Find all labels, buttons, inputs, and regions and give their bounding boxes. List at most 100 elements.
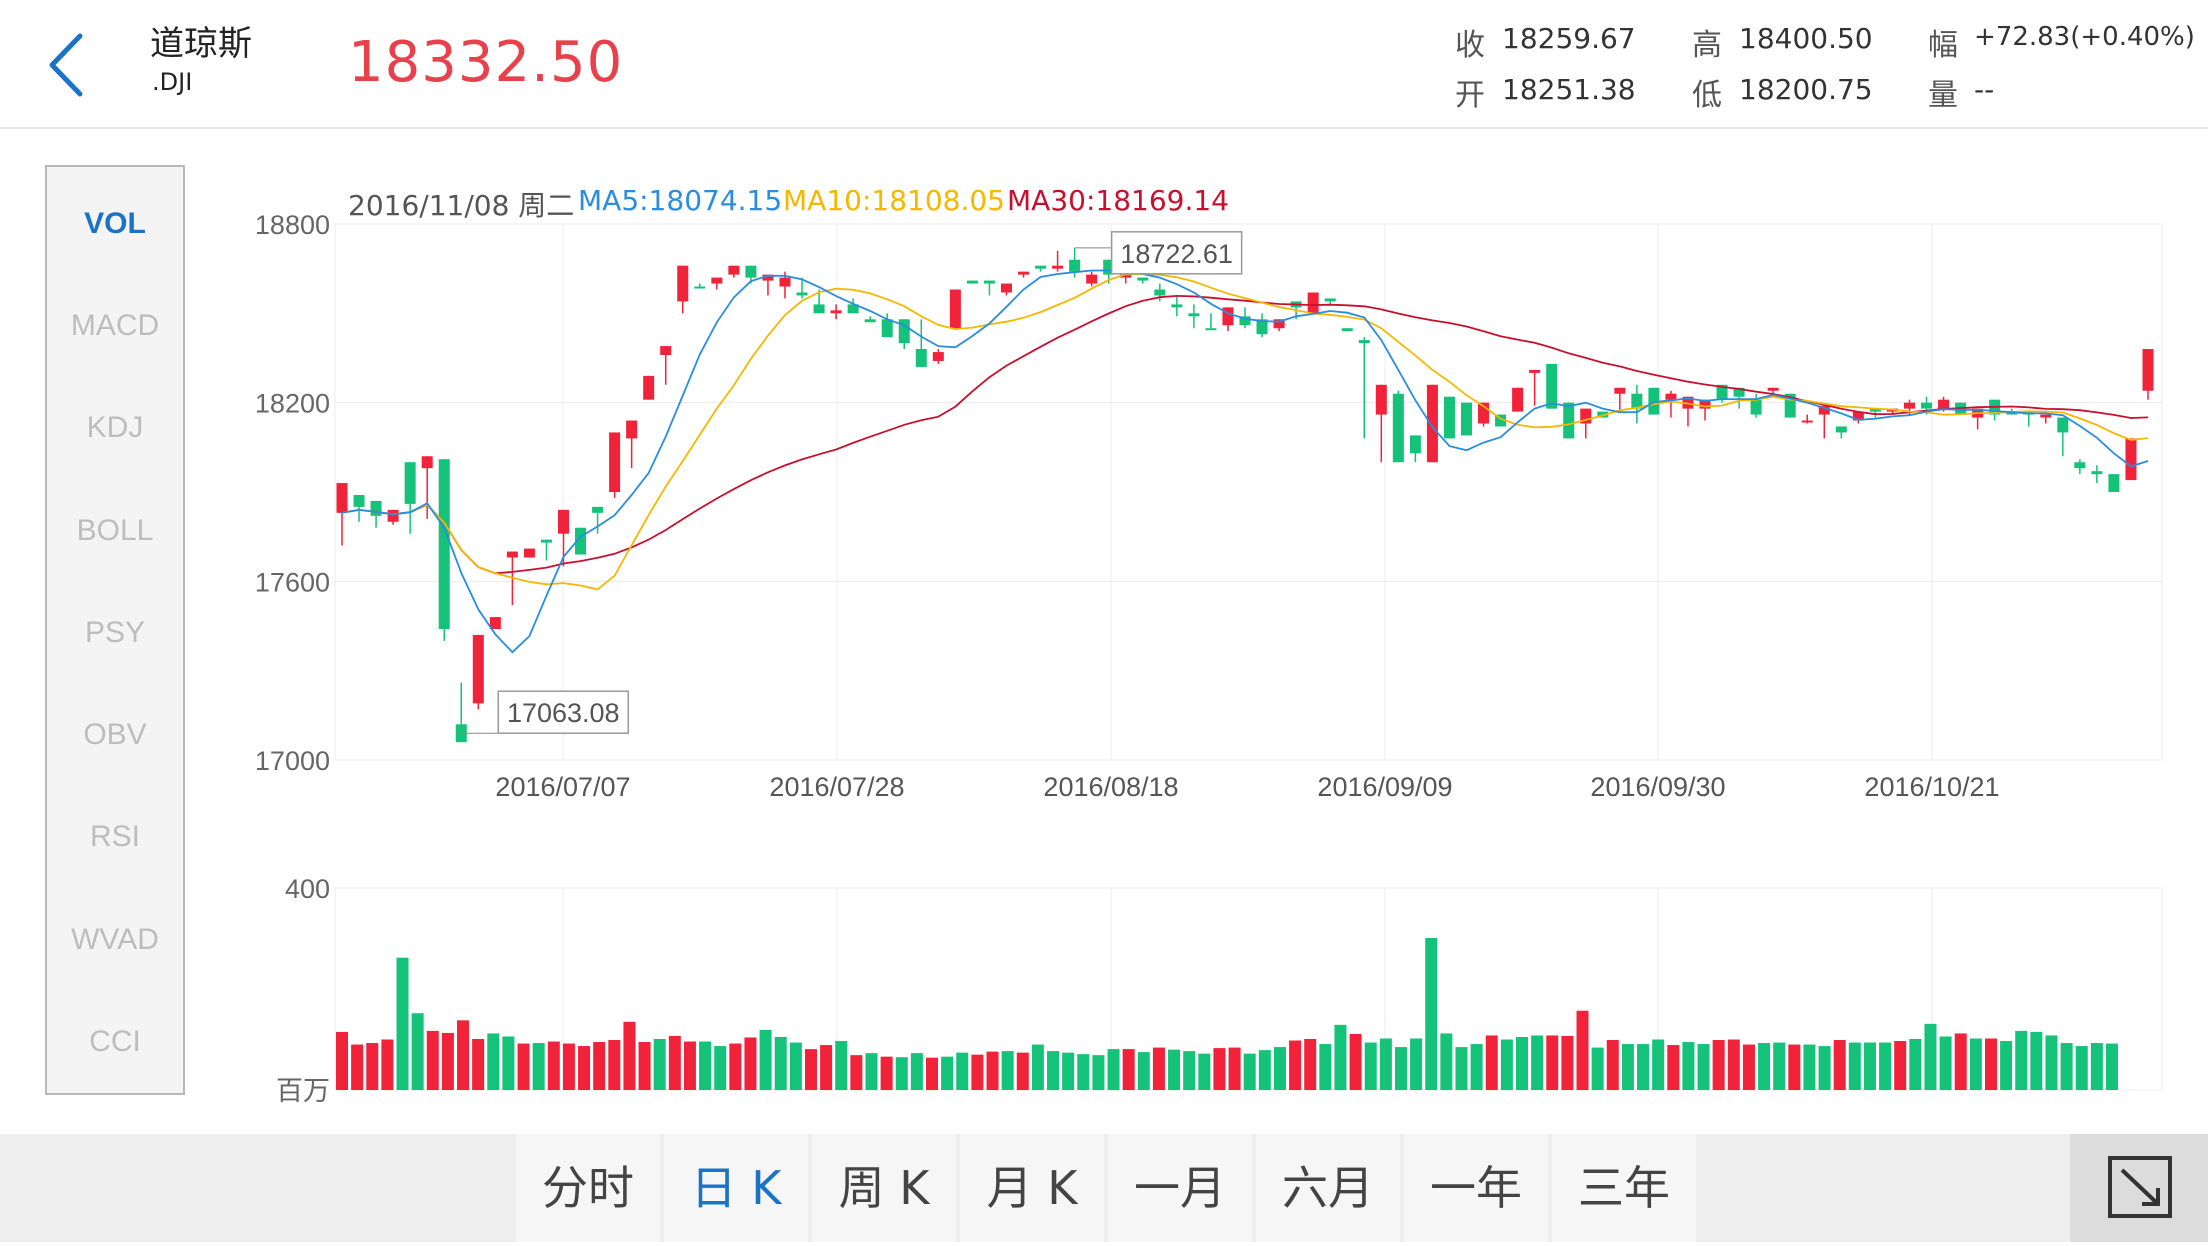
candle-body <box>1307 292 1319 314</box>
tab-intraday[interactable]: 分时 <box>516 1134 660 1242</box>
volume-bar <box>789 1042 802 1090</box>
volume-bar <box>2060 1043 2073 1090</box>
volume-bar <box>1470 1044 1483 1090</box>
tab-daily-k[interactable]: 日 K <box>664 1134 808 1242</box>
indicator-wvad[interactable]: WVAD <box>71 923 159 956</box>
period-tabbar: 分时 日 K 周 K 月 K 一月 六月 一年 三年 <box>0 1134 2208 1242</box>
candle-body <box>1631 393 1643 409</box>
ma5-legend: MA5:18074.15 <box>578 184 783 217</box>
candle-body <box>2074 462 2086 469</box>
volume-bar <box>638 1042 651 1090</box>
volume-bar <box>956 1052 969 1090</box>
volume-bar <box>1606 1040 1619 1090</box>
volume-bar <box>1183 1051 1196 1090</box>
volume-bar <box>1531 1035 1544 1090</box>
candle-body <box>1137 277 1149 281</box>
date-tick-label: 2016/07/07 <box>495 772 630 802</box>
ma30-line <box>341 294 2149 575</box>
candle-body <box>1035 265 1047 269</box>
volume-bar <box>1425 937 1438 1090</box>
volume-bar <box>2045 1035 2058 1090</box>
candle-body <box>1529 369 1541 373</box>
volume-bar <box>1092 1055 1105 1090</box>
candle-body <box>387 509 399 522</box>
volume-bar <box>1410 1038 1423 1090</box>
indicator-vol[interactable]: VOL <box>84 207 146 240</box>
candle-body <box>626 420 638 439</box>
volume-bar <box>1349 1033 1362 1090</box>
volume-bar <box>487 1033 500 1090</box>
stat-volume-value: -- <box>1974 73 1995 106</box>
volume-bar <box>1863 1042 1876 1090</box>
volume-bar <box>1485 1035 1498 1090</box>
candle-body <box>592 506 604 513</box>
candle-body <box>404 462 416 504</box>
indicator-psy[interactable]: PSY <box>84 616 146 649</box>
volume-bar <box>865 1053 878 1090</box>
exit-fullscreen-button[interactable] <box>2070 1134 2208 1242</box>
volume-bar <box>1273 1047 1286 1090</box>
indicator-boll[interactable]: BOLL <box>76 514 154 547</box>
candle-body <box>1018 271 1030 275</box>
stat-high-value: 18400.50 <box>1739 22 1873 55</box>
candle-body <box>660 346 672 356</box>
volume-bar <box>2015 1030 2028 1090</box>
volume-bar <box>1243 1053 1256 1090</box>
volume-bar <box>2090 1043 2103 1090</box>
index-name: 道琼斯 <box>150 24 252 64</box>
candle-body <box>864 319 876 323</box>
volume-bar <box>1031 1044 1044 1090</box>
volume-bar <box>850 1055 863 1090</box>
volume-bar <box>411 1013 424 1090</box>
indicator-macd[interactable]: MACD <box>70 309 160 342</box>
candle-body <box>1784 393 1796 418</box>
volume-bar <box>1969 1038 1982 1090</box>
low-annotation-label: 17063.08 <box>507 698 620 728</box>
candle-body <box>575 527 587 555</box>
volume-bar <box>517 1043 530 1090</box>
tab-monthly-k[interactable]: 月 K <box>960 1134 1104 1242</box>
volume-bar <box>1818 1046 1831 1090</box>
volume-bar <box>1803 1044 1816 1090</box>
volume-bar <box>1304 1038 1317 1090</box>
volume-bar <box>729 1043 742 1090</box>
volume-bar <box>699 1041 712 1090</box>
back-button[interactable] <box>40 30 100 100</box>
candle-body <box>1614 387 1626 394</box>
tab-one-year[interactable]: 一年 <box>1404 1134 1548 1242</box>
tab-one-month[interactable]: 一月 <box>1108 1134 1252 1242</box>
volume-bar <box>835 1041 848 1090</box>
tab-weekly-k[interactable]: 周 K <box>812 1134 956 1242</box>
volume-bar <box>1198 1053 1211 1090</box>
volume-bar <box>774 1036 787 1090</box>
volume-bar <box>1319 1044 1332 1090</box>
volume-bar <box>2075 1046 2088 1090</box>
volume-bar <box>1742 1044 1755 1090</box>
tab-three-years[interactable]: 三年 <box>1552 1134 1696 1242</box>
indicator-obv[interactable]: OBV <box>83 718 147 751</box>
quote-header: 道琼斯 .DJI 18332.50 收 18259.67 高 18400.50 … <box>0 0 2208 129</box>
candle-body <box>1512 387 1524 412</box>
indicator-cci[interactable]: CCI <box>89 1025 141 1058</box>
candle-body <box>1801 420 1813 423</box>
candle-body <box>830 310 842 314</box>
kline-chart[interactable]: 18800 18200 17600 17000 2016/07/07 2016/07/28… <box>0 0 2208 1134</box>
volume-bar <box>1440 1033 1453 1090</box>
candle-body <box>1750 399 1762 415</box>
candle-body <box>779 277 791 287</box>
volume-bar <box>608 1040 621 1090</box>
indicator-rsi[interactable]: RSI <box>89 820 140 853</box>
ma5-line <box>341 269 2149 654</box>
volume-bar <box>1289 1040 1302 1090</box>
tab-six-months[interactable]: 六月 <box>1256 1134 1400 1242</box>
volume-bar <box>1500 1039 1513 1090</box>
candle-body <box>2108 474 2120 492</box>
candle-body <box>1443 396 1455 439</box>
volume-bar <box>366 1043 379 1090</box>
volume-bar <box>1848 1042 1861 1090</box>
volume-bar <box>1954 1033 1967 1090</box>
volume-bar <box>1047 1051 1060 1090</box>
candle-body <box>336 483 348 513</box>
indicator-kdj[interactable]: KDJ <box>86 411 144 444</box>
volume-bar <box>1364 1042 1377 1090</box>
